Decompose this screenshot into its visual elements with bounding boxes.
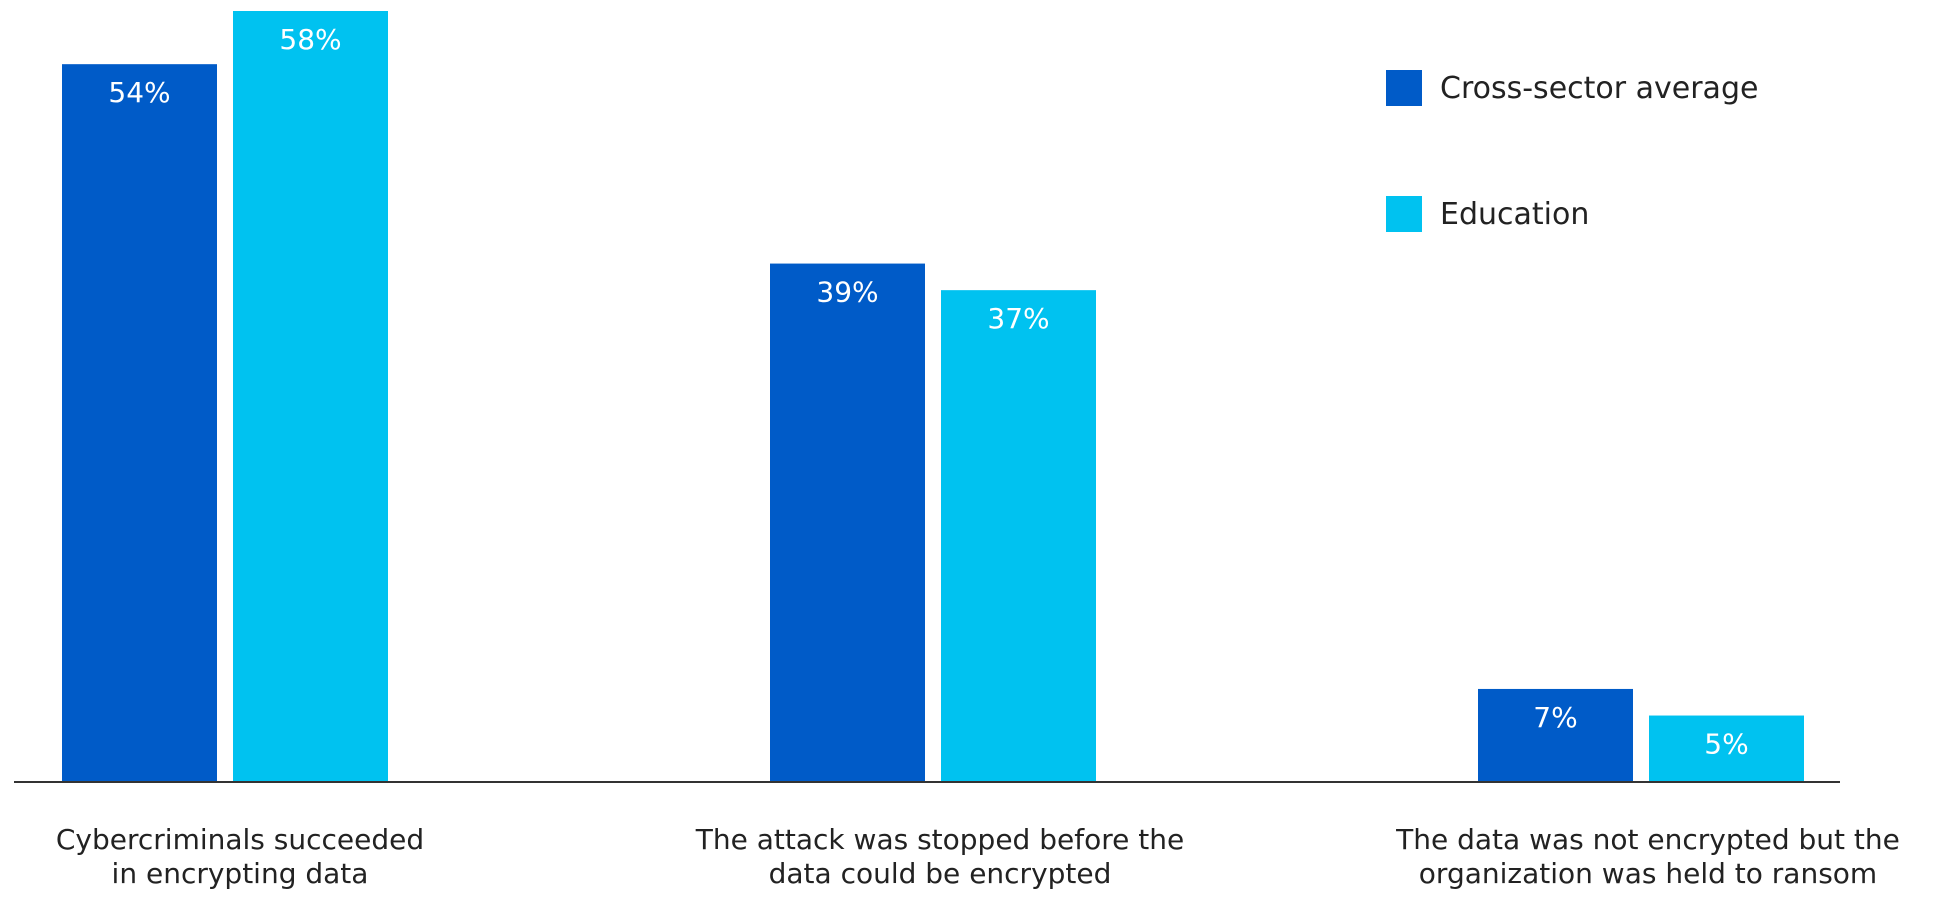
bar-value-label-education-1: 37% [987, 302, 1049, 335]
bar-cross-sector-2 [1478, 688, 1633, 781]
bar-value-label-education-0: 58% [279, 23, 341, 56]
legend-item-cross-sector: Cross-sector average [1386, 68, 1758, 108]
legend-swatch-cross-sector [1386, 70, 1422, 106]
legend-swatch-education [1386, 196, 1422, 232]
bar-value-label-education-2: 5% [1704, 728, 1748, 761]
bar-education-2 [1649, 715, 1804, 781]
category-label-1: The attack was stopped before the data c… [695, 823, 1185, 890]
legend-item-education: Education [1386, 194, 1758, 234]
bar-value-label-cross-sector-2: 7% [1533, 701, 1577, 734]
bar-education-0 [233, 11, 388, 781]
legend: Cross-sector average Education [1386, 68, 1758, 320]
bar-cross-sector-1 [770, 263, 925, 781]
bar-value-label-cross-sector-1: 39% [816, 276, 878, 309]
bar-education-1 [941, 290, 1096, 781]
bar-cross-sector-0 [62, 64, 217, 781]
legend-label-education: Education [1440, 196, 1590, 232]
category-label-0: Cybercriminals succeeded in encrypting d… [55, 823, 425, 890]
legend-label-cross-sector: Cross-sector average [1440, 70, 1759, 106]
category-label-2: The data was not encrypted but the organ… [1396, 823, 1900, 890]
bar-value-label-cross-sector-0: 54% [108, 76, 170, 109]
